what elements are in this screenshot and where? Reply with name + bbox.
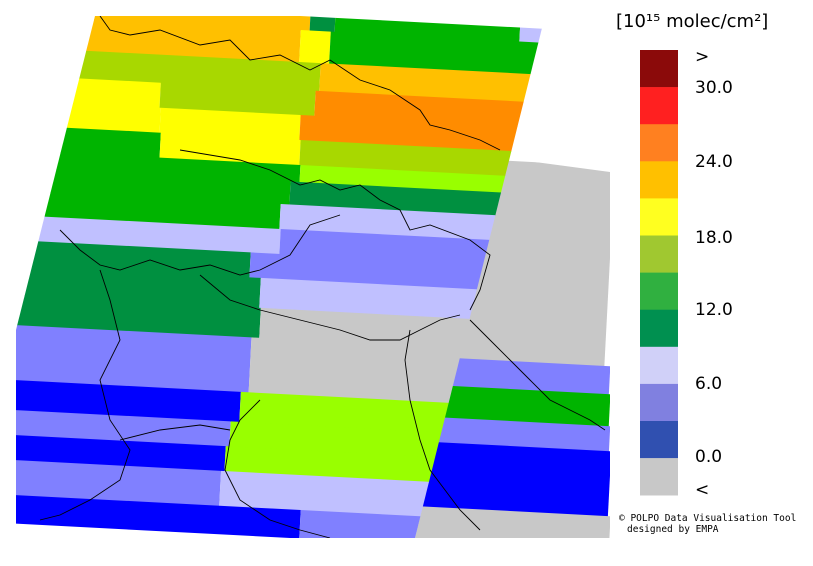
colorbar-swatch <box>640 272 678 310</box>
pixel-row <box>415 484 610 538</box>
pixel-row <box>309 16 336 33</box>
pixel-row <box>16 189 47 218</box>
colorbar-swatch <box>640 346 678 385</box>
pixel-row <box>415 334 610 395</box>
colorbar-swatch <box>640 50 678 88</box>
map-area <box>16 16 610 538</box>
colorbar-label: 12.0 <box>695 300 733 320</box>
colorbar-swatch <box>640 124 678 162</box>
pixel-row <box>299 30 331 65</box>
credit-line: designed by EMPA <box>627 524 719 535</box>
colorbar-label: < <box>695 480 709 500</box>
colorbar-label: > <box>695 47 709 67</box>
colorbar-swatch <box>640 383 678 422</box>
pixel-row <box>159 107 301 141</box>
pixel-row <box>16 16 311 32</box>
pixel-row <box>159 132 301 166</box>
colorbar-label: 6.0 <box>695 374 722 394</box>
colorbar-swatch <box>640 235 678 273</box>
pixel-row <box>334 17 521 43</box>
colorbar-swatch <box>640 87 678 125</box>
colorbar-label: 30.0 <box>695 78 733 98</box>
colorbar-label: 24.0 <box>695 152 733 172</box>
colorbar-swatch <box>640 421 678 459</box>
pixel-row <box>16 99 61 128</box>
pixel-row <box>159 82 316 117</box>
pixel-row <box>59 102 161 134</box>
pixel-row <box>16 214 281 255</box>
pixel-row <box>16 494 301 538</box>
pixel-row <box>16 379 241 423</box>
pixel-row <box>16 324 252 393</box>
legend: [10¹⁵ molec/cm²] >30.0 24.0 18.0 12.0 6.0 0.0… <box>616 11 768 500</box>
pixel-row <box>16 459 222 507</box>
pixel-row <box>16 166 291 205</box>
pixel-row <box>415 419 610 517</box>
colorbar-swatch <box>640 458 678 496</box>
colorbar-swatch <box>640 198 678 236</box>
colorbar-swatch <box>640 309 678 348</box>
colorbar-label: 0.0 <box>695 447 722 467</box>
legend-unit: [10¹⁵ molec/cm²] <box>616 11 768 32</box>
pixel-row <box>415 394 610 452</box>
pixel-row <box>16 149 301 183</box>
pixel-row <box>415 362 610 427</box>
colorbar-label: 18.0 <box>695 228 733 248</box>
pixel-row <box>16 264 261 309</box>
pixel-row <box>16 294 261 339</box>
colorbar-swatch <box>640 161 678 199</box>
credit-line: © POLPO Data Visualisation Tool <box>619 513 796 524</box>
country-borders <box>39 16 606 538</box>
